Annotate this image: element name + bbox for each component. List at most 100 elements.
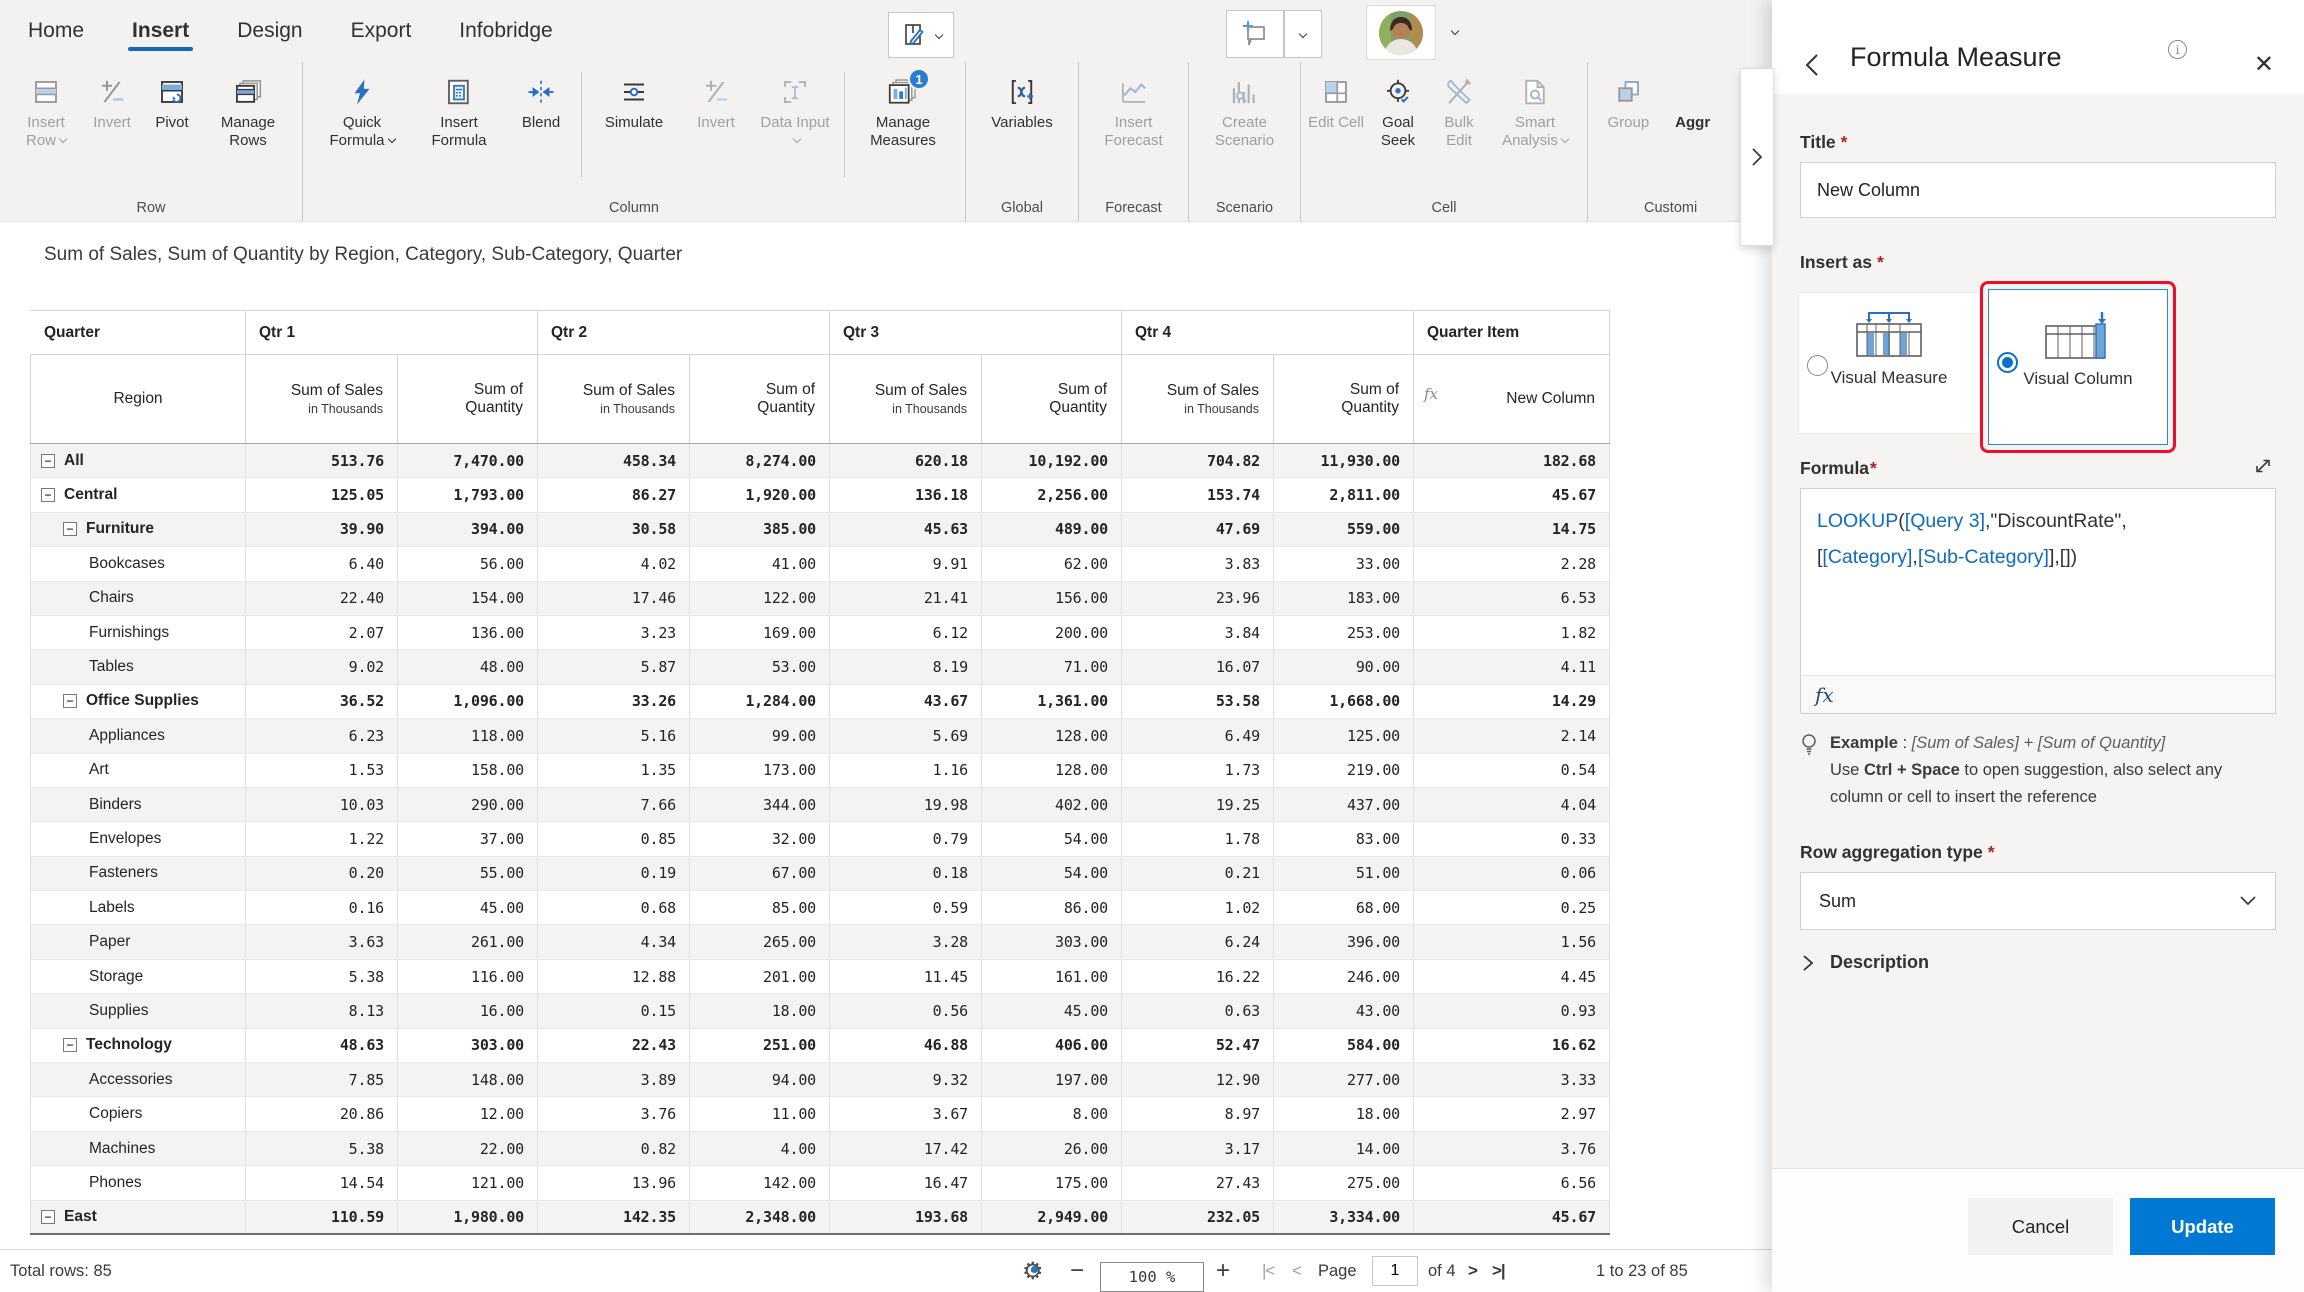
row-header-cell[interactable]: Envelopes (30, 822, 246, 855)
cell[interactable]: 5.38 (246, 1132, 398, 1165)
cell[interactable]: 175.00 (982, 1166, 1122, 1199)
cell[interactable]: 94.00 (690, 1063, 830, 1096)
cell[interactable]: 0.63 (1122, 994, 1274, 1027)
ribbon-expand-button[interactable] (1740, 68, 1774, 246)
cell[interactable]: 402.00 (982, 788, 1122, 821)
cell[interactable]: 43.67 (830, 685, 982, 718)
cell[interactable]: 16.00 (398, 994, 538, 1027)
cell[interactable]: 3,334.00 (1274, 1201, 1414, 1233)
data-input-button[interactable]: Data Input (756, 70, 834, 151)
cell[interactable]: 85.00 (690, 891, 830, 924)
bulk-edit-button[interactable]: Bulk Edit (1431, 70, 1487, 151)
aggregate-button[interactable]: Aggr (1665, 70, 1721, 132)
cell[interactable]: 54.00 (982, 822, 1122, 855)
fx-button[interactable]: fx (1815, 683, 1834, 707)
radio-checked-icon[interactable] (1997, 352, 2018, 373)
cell[interactable]: 4.02 (538, 547, 690, 580)
cell[interactable]: 23.96 (1122, 582, 1274, 615)
row-header-cell[interactable]: Machines (30, 1132, 246, 1165)
cell[interactable]: 10.03 (246, 788, 398, 821)
collapse-icon[interactable] (41, 1210, 55, 1224)
sales-header-cell[interactable]: Sum of Salesin Thousands (830, 355, 982, 443)
cell[interactable]: 261.00 (398, 925, 538, 958)
collapse-icon[interactable] (63, 694, 77, 708)
cell[interactable]: 90.00 (1274, 650, 1414, 683)
cell[interactable]: 52.47 (1122, 1029, 1274, 1062)
cell[interactable]: 1,668.00 (1274, 685, 1414, 718)
cell[interactable]: 45.00 (398, 891, 538, 924)
cell[interactable]: 7,470.00 (398, 444, 538, 477)
cell[interactable]: 33.26 (538, 685, 690, 718)
row-header-cell[interactable]: Furniture (30, 513, 246, 546)
info-icon[interactable]: i (2168, 40, 2187, 59)
cell[interactable]: 9.02 (246, 650, 398, 683)
sales-header-cell[interactable]: Sum of Salesin Thousands (246, 355, 398, 443)
collapse-icon[interactable] (41, 454, 55, 468)
cell[interactable]: 45.00 (982, 994, 1122, 1027)
cell[interactable]: 5.87 (538, 650, 690, 683)
group-button[interactable]: Group (1597, 70, 1659, 132)
cell[interactable]: 156.00 (982, 582, 1122, 615)
cell[interactable]: 22.00 (398, 1132, 538, 1165)
cell[interactable]: 11,930.00 (1274, 444, 1414, 477)
cell[interactable]: 3.89 (538, 1063, 690, 1096)
cell[interactable]: 9.91 (830, 547, 982, 580)
cell[interactable]: 2,256.00 (982, 478, 1122, 511)
aggregation-select[interactable]: Sum (1800, 872, 2276, 930)
cell[interactable]: 6.56 (1414, 1166, 1610, 1199)
cell[interactable]: 14.00 (1274, 1132, 1414, 1165)
cell[interactable]: 8.13 (246, 994, 398, 1027)
row-header-cell[interactable]: East (30, 1201, 246, 1233)
cell[interactable]: 4.34 (538, 925, 690, 958)
zoom-out-button[interactable]: − (1070, 1250, 1084, 1292)
row-header-cell[interactable]: Binders (30, 788, 246, 821)
cell[interactable]: 2.14 (1414, 719, 1610, 752)
cell[interactable]: 1,980.00 (398, 1201, 538, 1233)
cell[interactable]: 11.00 (690, 1097, 830, 1130)
pivot-button[interactable]: Pivot (146, 70, 198, 132)
row-header-cell[interactable]: Bookcases (30, 547, 246, 580)
cell[interactable]: 197.00 (982, 1063, 1122, 1096)
cell[interactable]: 128.00 (982, 719, 1122, 752)
cell[interactable]: 232.05 (1122, 1201, 1274, 1233)
tab-insert[interactable]: Insert (130, 5, 191, 57)
region-header-cell[interactable]: Region (30, 355, 246, 443)
quarter-header-cell[interactable]: Qtr 1 (246, 311, 538, 354)
row-header-cell[interactable]: Phones (30, 1166, 246, 1199)
insert-row-button[interactable]: Insert Row (14, 70, 78, 151)
cell[interactable]: 41.00 (690, 547, 830, 580)
cell[interactable]: 5.16 (538, 719, 690, 752)
cell[interactable]: 18.00 (1274, 1097, 1414, 1130)
cell[interactable]: 253.00 (1274, 616, 1414, 649)
visual-column-option[interactable]: Visual Column (1988, 289, 2168, 445)
cell[interactable]: 265.00 (690, 925, 830, 958)
cell[interactable]: 0.16 (246, 891, 398, 924)
row-header-cell[interactable]: Appliances (30, 719, 246, 752)
cell[interactable]: 86.27 (538, 478, 690, 511)
cell[interactable]: 10,192.00 (982, 444, 1122, 477)
cell[interactable]: 161.00 (982, 960, 1122, 993)
cell[interactable]: 1.73 (1122, 754, 1274, 787)
cell[interactable]: 0.20 (246, 857, 398, 890)
manage-measures-button[interactable]: 1 Manage Measures (855, 70, 951, 151)
cell[interactable]: 1.78 (1122, 822, 1274, 855)
first-page-button[interactable]: |< (1262, 1250, 1274, 1292)
cell[interactable]: 8,274.00 (690, 444, 830, 477)
cell[interactable]: 136.00 (398, 616, 538, 649)
cell[interactable]: 136.18 (830, 478, 982, 511)
cell[interactable]: 8.97 (1122, 1097, 1274, 1130)
cell[interactable]: 17.46 (538, 582, 690, 615)
edit-cell-button[interactable]: Edit Cell (1307, 70, 1365, 132)
cell[interactable]: 303.00 (982, 925, 1122, 958)
cell[interactable]: 30.58 (538, 513, 690, 546)
cell[interactable]: 6.24 (1122, 925, 1274, 958)
cell[interactable]: 12.90 (1122, 1063, 1274, 1096)
cell[interactable]: 0.33 (1414, 822, 1610, 855)
cell[interactable]: 21.41 (830, 582, 982, 615)
cell[interactable]: 0.54 (1414, 754, 1610, 787)
row-header-cell[interactable]: Storage (30, 960, 246, 993)
cell[interactable]: 489.00 (982, 513, 1122, 546)
cell[interactable]: 148.00 (398, 1063, 538, 1096)
cell[interactable]: 142.00 (690, 1166, 830, 1199)
cell[interactable]: 153.74 (1122, 478, 1274, 511)
